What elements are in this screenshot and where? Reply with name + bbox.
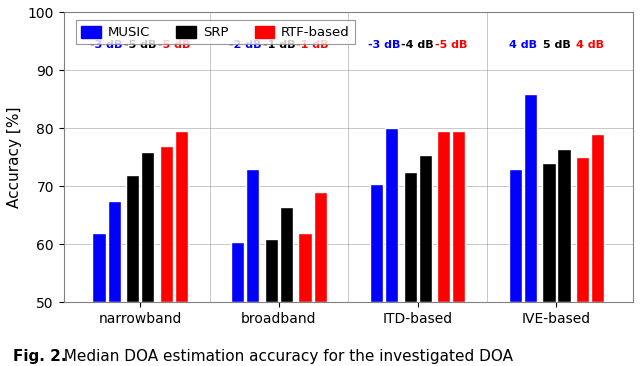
Text: -3 dB: -3 dB <box>90 40 123 50</box>
Bar <box>557 149 571 302</box>
Bar <box>509 169 522 302</box>
Bar <box>108 201 121 302</box>
Bar <box>385 128 398 302</box>
Bar <box>265 239 278 302</box>
Text: -5 dB: -5 dB <box>435 40 467 50</box>
Bar <box>542 163 556 302</box>
Text: -1 dB: -1 dB <box>262 40 295 50</box>
Y-axis label: Accuracy [%]: Accuracy [%] <box>7 107 22 208</box>
Bar <box>370 183 383 302</box>
Text: -2 dB: -2 dB <box>229 40 262 50</box>
Text: -5 dB: -5 dB <box>157 40 190 50</box>
Text: -1 dB: -1 dB <box>296 40 329 50</box>
Text: 5 dB: 5 dB <box>543 40 570 50</box>
Bar <box>437 131 451 302</box>
Text: Fig. 2.: Fig. 2. <box>13 349 67 364</box>
Bar <box>92 233 106 302</box>
Bar <box>576 157 589 302</box>
Bar <box>419 154 432 302</box>
Bar <box>524 94 537 302</box>
Text: 4 dB: 4 dB <box>576 40 604 50</box>
Text: 4 dB: 4 dB <box>509 40 537 50</box>
Bar <box>231 242 244 302</box>
Bar <box>452 131 465 302</box>
Bar <box>591 134 604 302</box>
Bar <box>404 172 417 302</box>
Bar <box>298 233 312 302</box>
Bar <box>246 169 259 302</box>
Text: -3 dB: -3 dB <box>368 40 400 50</box>
Bar <box>314 192 326 302</box>
Text: Median DOA estimation accuracy for the investigated DOA: Median DOA estimation accuracy for the i… <box>54 349 513 364</box>
Text: -5 dB: -5 dB <box>124 40 156 50</box>
Bar <box>141 152 154 302</box>
Legend: MUSIC, SRP, RTF-based: MUSIC, SRP, RTF-based <box>76 20 355 45</box>
Text: -4 dB: -4 dB <box>401 40 434 50</box>
Bar <box>126 175 140 302</box>
Bar <box>175 131 188 302</box>
Bar <box>159 146 173 302</box>
Bar <box>280 207 293 302</box>
